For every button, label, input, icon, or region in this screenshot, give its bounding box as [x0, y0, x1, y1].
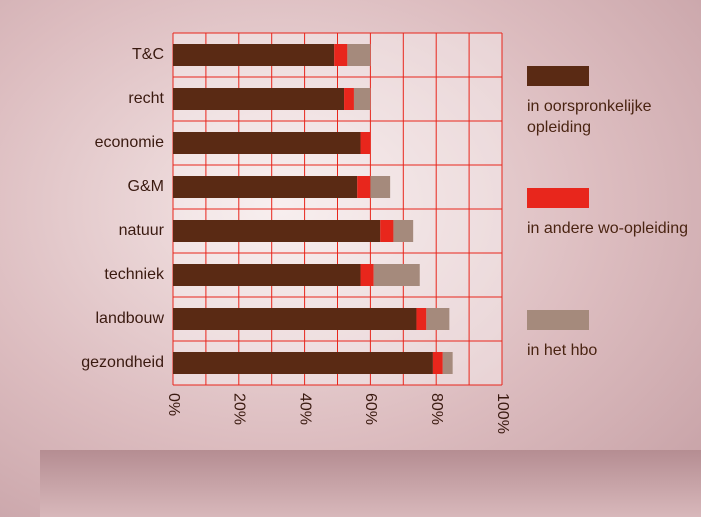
legend-label: in oorspronkelijke opleiding — [527, 96, 697, 138]
legend-item: in het hbo — [527, 310, 697, 432]
legend-swatch — [527, 310, 589, 330]
bar-segment — [357, 176, 370, 198]
bar-segment — [380, 220, 393, 242]
bar-segment — [173, 220, 380, 242]
y-tick-label: G&M — [128, 178, 164, 195]
y-tick-label: recht — [128, 90, 164, 107]
legend-swatch — [527, 66, 589, 86]
x-tick-label: 40% — [296, 393, 313, 425]
x-tick-label: 0% — [165, 393, 182, 416]
bar-segment — [173, 88, 344, 110]
bar-segment — [173, 44, 334, 66]
bar-segment — [173, 308, 416, 330]
bar-segment — [361, 264, 374, 286]
y-tick-label: landbouw — [96, 310, 165, 327]
y-tick-label: natuur — [119, 222, 165, 239]
bar-segment — [393, 220, 413, 242]
x-tick-label: 20% — [231, 393, 248, 425]
page: 0% 20% 40% 60% 80% 100% T&C recht economie G&M nat… — [0, 0, 701, 517]
legend-item: in oorspronkelijke opleiding — [527, 66, 697, 188]
legend: in oorspronkelijke opleiding in andere wo… — [527, 66, 697, 432]
bar-segment — [173, 176, 357, 198]
y-tick-label: techniek — [104, 266, 165, 283]
bar-segment — [173, 352, 433, 374]
x-tick-label: 100% — [494, 393, 511, 434]
bar-segment — [354, 88, 370, 110]
bar-segment — [433, 352, 443, 374]
x-tick-label: 60% — [362, 393, 379, 425]
legend-label: in andere wo-opleiding — [527, 218, 697, 239]
bar-segment — [173, 132, 361, 154]
y-tick-label: T&C — [132, 46, 164, 63]
bar-segment — [374, 264, 420, 286]
legend-item: in andere wo-opleiding — [527, 188, 697, 310]
legend-label: in het hbo — [527, 340, 697, 361]
y-tick-label: gezondheid — [81, 354, 164, 371]
bar-segment — [334, 44, 347, 66]
bar-segment — [426, 308, 449, 330]
x-tick-label: 80% — [428, 393, 445, 425]
bar-segment — [370, 176, 390, 198]
bar-segment — [361, 132, 371, 154]
bar-segment — [173, 264, 361, 286]
bar-segment — [443, 352, 453, 374]
legend-swatch — [527, 188, 589, 208]
bar-segment — [344, 88, 354, 110]
y-tick-label: economie — [95, 134, 164, 151]
bar-segment — [416, 308, 426, 330]
bar-segment — [347, 44, 370, 66]
